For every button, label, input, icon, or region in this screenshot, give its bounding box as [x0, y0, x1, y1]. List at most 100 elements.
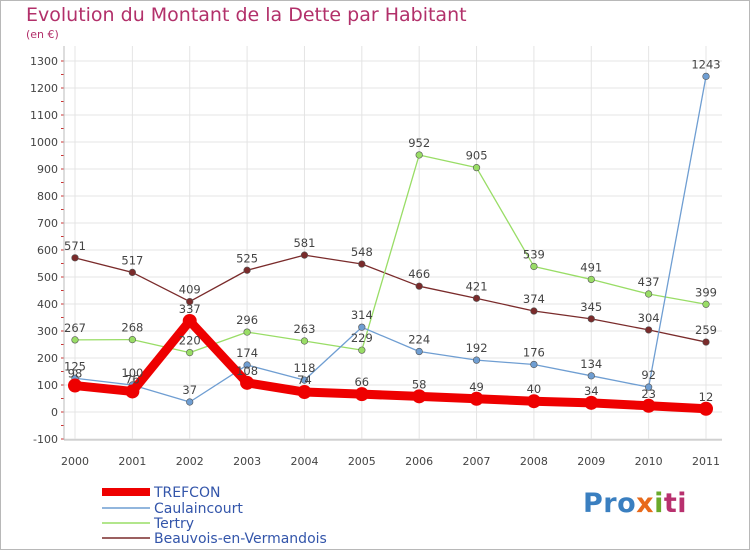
data-label: 49	[469, 380, 484, 394]
series-line-Beauvois-en-Vermandois	[74, 254, 707, 343]
data-label: 337	[179, 302, 201, 316]
series-line-Caulaincourt	[74, 75, 707, 403]
series-line-Tertry	[74, 154, 707, 354]
x-tick-label: 2003	[233, 455, 261, 468]
data-label: 409	[179, 283, 201, 297]
y-tick-label: 1300	[30, 55, 58, 68]
y-tick-label: 100	[37, 379, 58, 392]
y-tick-label: 300	[37, 325, 58, 338]
data-point	[530, 262, 538, 271]
data-label: 581	[293, 236, 315, 250]
data-point	[297, 385, 312, 400]
data-point	[186, 398, 194, 406]
proxiti-logo: Proxiti	[583, 488, 687, 519]
data-label: 23	[641, 387, 656, 401]
data-point	[526, 394, 541, 409]
y-tick-label: 700	[37, 217, 58, 230]
data-label: 314	[351, 308, 373, 322]
data-point	[71, 254, 79, 262]
data-label: 220	[179, 334, 201, 348]
data-point	[587, 372, 595, 380]
x-tick-label: 2004	[290, 455, 318, 468]
data-point	[472, 294, 481, 302]
data-label: 125	[64, 359, 86, 373]
data-label: 37	[182, 383, 197, 397]
data-label: 98	[68, 367, 83, 381]
x-tick-label: 2001	[118, 455, 146, 468]
data-point	[243, 361, 251, 369]
data-label: 259	[695, 323, 717, 337]
data-label: 118	[293, 361, 315, 375]
data-point	[358, 323, 366, 331]
data-label: 539	[523, 247, 545, 261]
data-label: 229	[351, 331, 373, 345]
logo-part-1: Pro	[583, 488, 637, 519]
data-label: 263	[293, 322, 315, 336]
data-point	[300, 337, 309, 345]
x-tick-label: 2005	[348, 455, 376, 468]
data-point	[645, 290, 653, 298]
data-label: 905	[466, 149, 488, 163]
data-label: 224	[408, 333, 430, 347]
data-label: 108	[236, 364, 258, 378]
x-tick-label: 2010	[635, 455, 663, 468]
data-point	[128, 336, 136, 344]
data-label: 421	[466, 279, 488, 293]
data-label: 1243	[691, 57, 720, 71]
data-point	[699, 401, 713, 416]
data-label: 304	[638, 311, 660, 325]
data-label: 176	[523, 345, 545, 359]
data-point	[702, 338, 710, 346]
chart-title: Evolution du Montant de la Dette par Hab…	[26, 4, 467, 26]
data-label: 525	[236, 251, 258, 265]
data-point	[702, 300, 710, 308]
data-point	[641, 398, 656, 413]
data-label: 571	[64, 239, 86, 253]
data-point	[186, 297, 194, 306]
data-point	[128, 268, 136, 277]
data-label: 100	[121, 366, 143, 380]
data-point	[240, 375, 255, 390]
data-label: 34	[584, 384, 599, 398]
chart-subtitle: (en €)	[26, 28, 59, 41]
y-tick-label: 1200	[30, 82, 58, 95]
data-label: 466	[408, 267, 430, 281]
data-point	[587, 315, 595, 323]
y-tick-label: 1000	[30, 136, 58, 149]
data-point	[358, 346, 366, 354]
data-label: 134	[580, 357, 602, 371]
legend-label: TREFCON	[153, 485, 220, 501]
data-point	[300, 251, 309, 259]
data-label: 40	[527, 382, 542, 396]
data-label: 399	[695, 285, 717, 299]
x-tick-label: 2002	[176, 455, 204, 468]
x-tick-label: 2006	[405, 455, 433, 468]
data-point	[702, 72, 710, 80]
data-label: 76	[125, 372, 140, 386]
x-tick-label: 2007	[463, 455, 491, 468]
data-label: 517	[121, 253, 143, 267]
logo-part-2: x	[636, 488, 655, 519]
legend-label: Beauvois-en-Vermandois	[154, 531, 327, 547]
logo-part-3: i	[654, 488, 664, 519]
data-label: 548	[351, 245, 373, 259]
data-label: 267	[64, 321, 86, 335]
legend-label: Tertry	[153, 516, 194, 532]
data-point	[125, 384, 140, 399]
y-tick-label: 900	[37, 163, 58, 176]
data-point	[354, 387, 369, 402]
data-point	[587, 275, 595, 284]
data-label: 174	[236, 346, 258, 360]
y-tick-label: 600	[37, 244, 58, 257]
data-point	[584, 395, 599, 410]
data-label: 66	[354, 375, 369, 389]
data-point	[182, 314, 197, 329]
y-tick-label: 800	[37, 190, 58, 203]
data-point	[71, 336, 79, 344]
data-label: 192	[466, 341, 488, 355]
data-label: 268	[121, 321, 143, 335]
data-label: 952	[408, 136, 430, 150]
data-label: 491	[580, 260, 602, 274]
y-tick-label: 400	[37, 298, 58, 311]
data-point	[412, 389, 427, 404]
